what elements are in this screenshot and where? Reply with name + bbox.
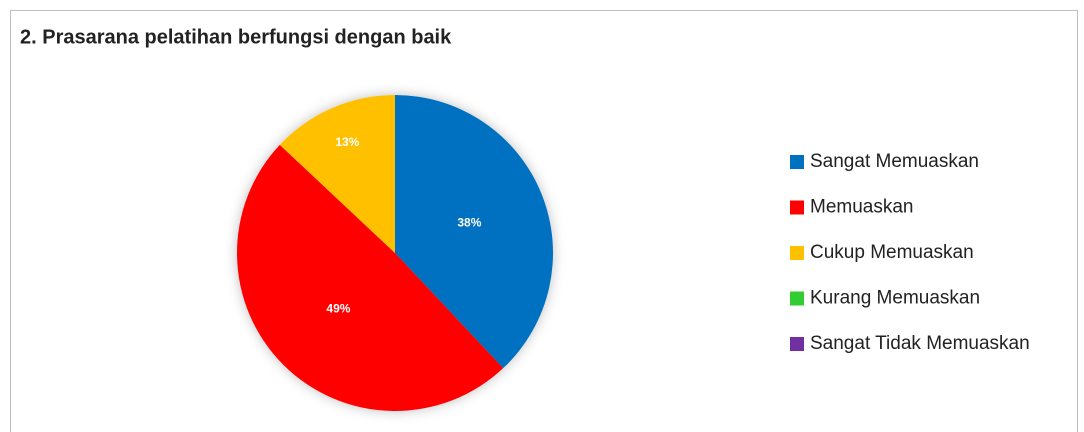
legend-label: Sangat Memuaskan (810, 151, 979, 172)
legend-swatch (790, 155, 804, 169)
legend-label: Sangat Tidak Memuaskan (810, 333, 1030, 354)
legend-swatch (790, 246, 804, 260)
legend-label: Kurang Memuaskan (810, 288, 980, 309)
legend-swatch (790, 337, 804, 351)
data-label: 13% (335, 135, 359, 149)
legend-swatch (790, 200, 804, 215)
pie-slice (395, 95, 553, 369)
legend-label: Memuaskan (810, 197, 914, 218)
data-label: 38% (457, 216, 481, 230)
chart-title: 2. Prasarana pelatihan berfungsi dengan … (20, 26, 452, 48)
pie (236, 95, 553, 412)
pie-slice (236, 144, 504, 412)
pie-slice (279, 95, 395, 253)
legend-swatch (790, 291, 804, 306)
data-label: 49% (326, 302, 350, 316)
legend-label: Cukup Memuaskan (810, 242, 974, 263)
